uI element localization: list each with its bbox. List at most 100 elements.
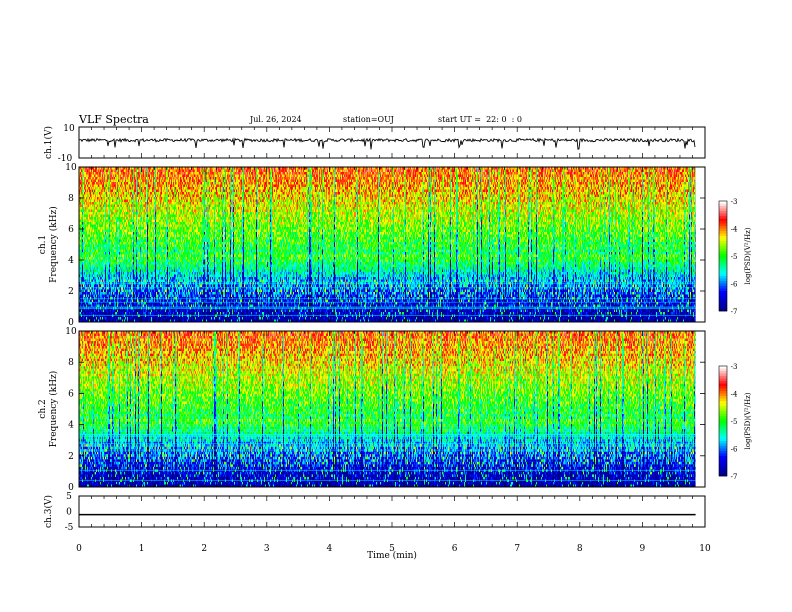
psd-cell	[94, 217, 95, 220]
psd-cell	[97, 230, 98, 233]
psd-cell	[98, 277, 99, 280]
psd-cell	[97, 195, 98, 198]
psd-cell	[103, 175, 104, 178]
psd-cell	[100, 295, 101, 298]
psd-cell	[81, 242, 82, 245]
ch1-y-axis-label: ch.1(V)	[43, 126, 54, 159]
psd-cell	[104, 240, 105, 243]
psd-cell	[92, 170, 93, 173]
psd-cell	[102, 215, 103, 218]
psd-cell	[80, 242, 81, 245]
psd-cell	[85, 195, 86, 198]
psd-cell	[99, 225, 100, 228]
psd-cell	[102, 220, 103, 223]
psd-cell	[87, 170, 88, 173]
psd-cell	[98, 220, 99, 223]
psd-cell	[82, 217, 83, 220]
psd-cell	[94, 227, 95, 230]
psd-cell	[94, 295, 95, 298]
psd-cell	[103, 245, 104, 248]
psd-cell	[103, 315, 104, 318]
psd-cell	[85, 220, 86, 223]
psd-cell	[98, 222, 99, 225]
psd-cell	[103, 205, 104, 208]
psd-cell	[102, 285, 103, 288]
psd-cell	[97, 215, 98, 218]
psd-cell	[93, 237, 94, 240]
psd-cell	[88, 190, 89, 193]
psd-cell	[93, 290, 94, 293]
psd-cell	[81, 185, 82, 188]
psd-cell	[86, 192, 87, 195]
psd-cell	[99, 202, 100, 205]
psd-cell	[91, 225, 92, 228]
psd-cell	[86, 182, 87, 185]
psd-cell	[91, 292, 92, 295]
psd-cell	[102, 200, 103, 203]
psd-cell	[82, 225, 83, 228]
psd-cell	[98, 232, 99, 235]
psd-cell	[94, 175, 95, 178]
psd-cell	[94, 257, 95, 260]
psd-cell	[80, 292, 81, 295]
psd-cell	[103, 295, 104, 298]
psd-cell	[94, 300, 95, 303]
psd-cell	[97, 255, 98, 258]
psd-cell	[87, 287, 88, 290]
psd-cell	[82, 265, 83, 268]
psd-cell	[82, 255, 83, 258]
psd-cell	[85, 245, 86, 248]
psd-cell	[101, 222, 102, 225]
psd-cell	[90, 185, 91, 188]
psd-cell	[92, 225, 93, 228]
psd-cell	[103, 190, 104, 193]
psd-cell	[92, 267, 93, 270]
psd-cell	[88, 230, 89, 233]
psd-cell	[101, 247, 102, 250]
psd-cell	[83, 200, 84, 203]
psd-cell	[81, 272, 82, 275]
psd-cell	[86, 275, 87, 278]
psd-cell	[93, 210, 94, 213]
psd-cell	[93, 212, 94, 215]
psd-cell	[99, 187, 100, 190]
psd-cell	[91, 220, 92, 223]
psd-cell	[98, 212, 99, 215]
psd-cell	[97, 312, 98, 315]
psd-cell	[88, 177, 89, 180]
psd-cell	[91, 235, 92, 238]
psd-cell	[88, 210, 89, 213]
psd-cell	[83, 252, 84, 255]
psd-cell	[97, 205, 98, 208]
psd-cell	[94, 285, 95, 288]
psd-cell	[95, 270, 96, 273]
psd-cell	[95, 220, 96, 223]
psd-cell	[88, 175, 89, 178]
psd-cell	[98, 207, 99, 210]
psd-cell	[101, 262, 102, 265]
psd-cell	[103, 200, 104, 203]
psd-cell	[89, 287, 90, 290]
psd-cell	[102, 262, 103, 265]
psd-cell	[98, 247, 99, 250]
psd-cell	[95, 300, 96, 303]
psd-cell	[91, 285, 92, 288]
psd-cell	[99, 270, 100, 273]
psd-cell	[98, 267, 99, 270]
psd-cell	[103, 255, 104, 258]
psd-cell	[83, 190, 84, 193]
psd-cell	[80, 315, 81, 318]
psd-cell	[93, 177, 94, 180]
psd-cell	[101, 267, 102, 270]
psd-cell	[104, 227, 105, 230]
psd-cell	[85, 272, 86, 275]
psd-cell	[83, 237, 84, 240]
psd-cell	[99, 262, 100, 265]
psd-cell	[101, 172, 102, 175]
psd-cell	[101, 202, 102, 205]
psd-cell	[81, 265, 82, 268]
psd-cell	[99, 200, 100, 203]
psd-cell	[80, 200, 81, 203]
psd-cell	[85, 172, 86, 175]
psd-cell	[90, 195, 91, 198]
